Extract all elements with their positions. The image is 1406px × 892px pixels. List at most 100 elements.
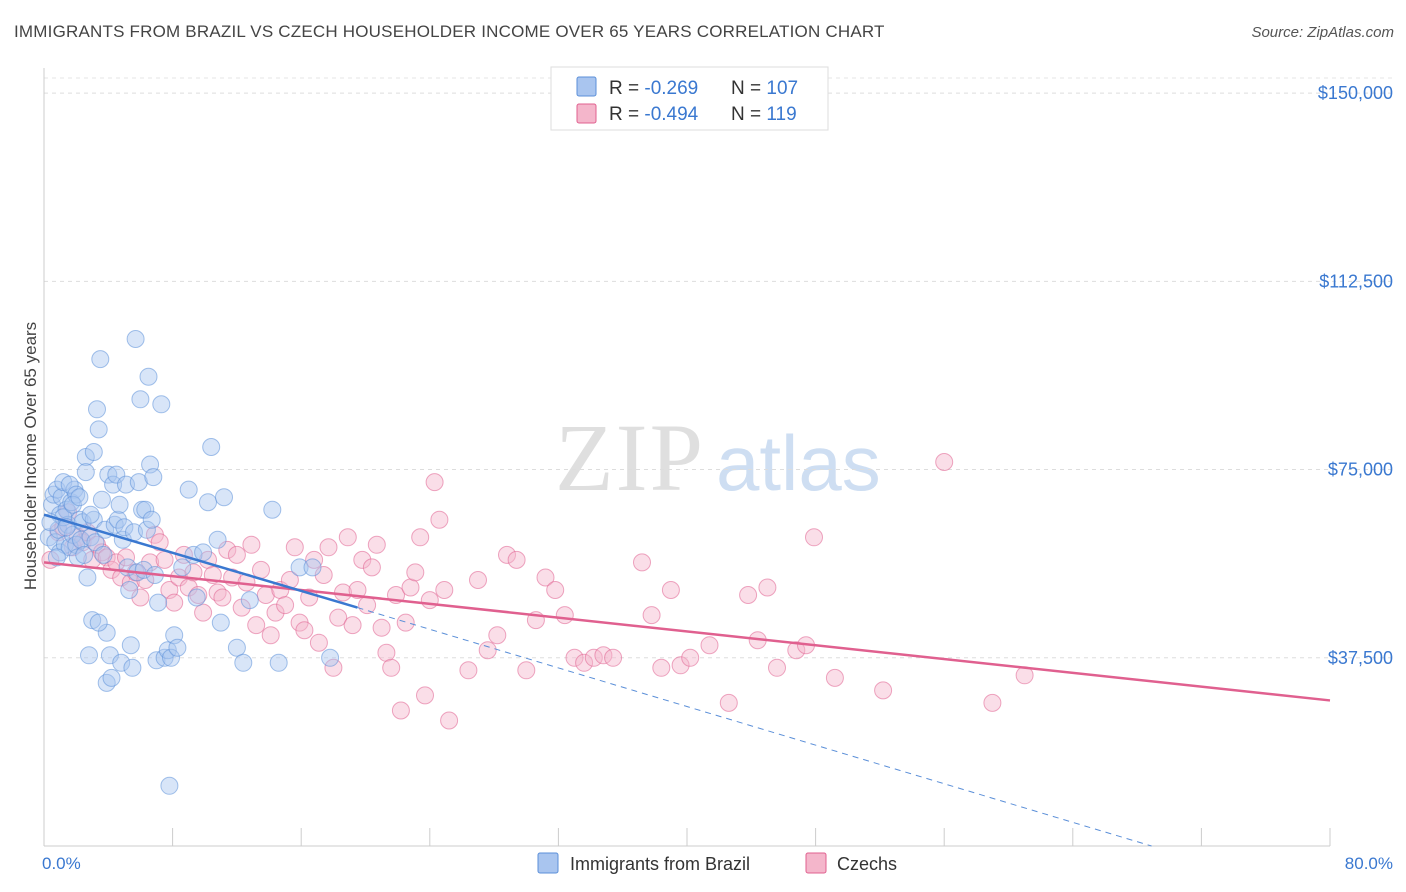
brazil-point — [173, 558, 192, 577]
czechs-point — [261, 626, 280, 645]
brazil-points — [39, 330, 340, 795]
brazil-point — [81, 505, 100, 524]
brazil-point — [136, 500, 155, 519]
brazil-point — [199, 493, 217, 512]
brazil-point — [91, 350, 110, 369]
brazil-point — [107, 465, 126, 484]
brazil-point — [269, 653, 288, 672]
y-tick-label: $150,000 — [1318, 83, 1393, 103]
czechs-point — [420, 591, 439, 610]
brazil-point — [60, 475, 79, 494]
czechs-point — [430, 510, 449, 529]
czechs-point — [435, 581, 454, 599]
brazil-point — [102, 668, 121, 687]
czechs-point — [719, 693, 738, 712]
gridlines — [44, 77, 1393, 659]
czechs-point — [165, 593, 184, 612]
brazil-point — [75, 545, 94, 564]
brazil-point — [63, 495, 82, 514]
czechs-point — [935, 453, 954, 471]
czechs-point — [324, 658, 343, 677]
svg-text:N = 107: N = 107 — [731, 78, 798, 99]
brazil-point — [137, 520, 156, 539]
czechs-point — [285, 538, 304, 557]
brazil-point — [215, 488, 233, 507]
brazil-point — [89, 613, 108, 632]
y-tick-label: $112,500 — [1319, 271, 1393, 291]
czechs-point — [367, 535, 386, 554]
y-tick-label: $75,000 — [1328, 460, 1393, 480]
czechs-point — [131, 588, 150, 607]
czechs-point — [478, 641, 497, 660]
brazil-point — [97, 673, 116, 692]
brazil-point — [179, 480, 198, 499]
brazil-point — [142, 510, 161, 529]
czechs-point — [242, 535, 261, 554]
czechs-point — [498, 545, 516, 564]
brazil-point — [112, 653, 131, 672]
czechs-point — [633, 553, 651, 572]
legend-r-value-czechs: -0.494 — [644, 104, 698, 125]
czechs-point — [208, 583, 227, 602]
legend-r-label-brazil: R = — [609, 78, 644, 99]
czechs-point — [155, 550, 174, 569]
brazil-point — [211, 613, 230, 632]
czechs-point — [440, 711, 459, 730]
czechs-point — [604, 648, 623, 667]
brazil-point — [123, 658, 142, 677]
legend-r-label-czechs: R = — [609, 104, 644, 125]
brazil-point — [67, 485, 86, 504]
y-axis-title: Householder Income Over 65 years — [21, 322, 40, 590]
czechs-point — [739, 586, 758, 604]
svg-text:R = -0.494: R = -0.494 — [609, 104, 699, 125]
czechs-point — [671, 656, 690, 675]
czechs-point — [276, 596, 295, 615]
brazil-point — [78, 568, 97, 587]
czechs-point — [227, 545, 246, 564]
czechs-point — [252, 560, 270, 579]
brazil-point — [227, 638, 246, 657]
brazil-point — [240, 591, 259, 610]
czechs-point — [194, 603, 213, 622]
brazil-point — [149, 593, 168, 612]
watermark-zip: ZIP — [555, 404, 705, 511]
czechs-point — [546, 581, 565, 599]
czechs-point — [348, 581, 367, 599]
legend-r-value-brazil: -0.269 — [644, 78, 698, 99]
brazil-point — [110, 495, 129, 514]
czechs-point — [700, 636, 719, 655]
czechs-point — [805, 528, 823, 547]
czechs-point — [218, 540, 237, 559]
bottom-legend: Immigrants from Brazil Czechs — [537, 852, 897, 874]
czechs-point — [874, 681, 893, 700]
brazil-point — [115, 518, 134, 537]
czechs-point — [213, 588, 232, 607]
czechs-point — [536, 568, 555, 587]
czechs-point — [459, 661, 478, 680]
czechs-point — [825, 668, 844, 687]
czechs-point — [517, 661, 536, 680]
bottom-legend-swatch-brazil — [537, 852, 559, 874]
brazil-point — [89, 420, 108, 439]
czechs-point — [305, 550, 324, 569]
czechs-point — [266, 603, 285, 622]
brazil-point — [120, 581, 139, 599]
y-tick-labels: $37,500 $75,000 $112,500 $150,000 — [1318, 83, 1393, 668]
brazil-point — [84, 443, 103, 461]
watermark-atlas: atlas — [716, 419, 881, 507]
czechs-point — [396, 613, 415, 632]
brazil-point — [144, 468, 163, 487]
czechs-point — [406, 563, 425, 582]
brazil-point — [47, 548, 66, 567]
legend-n-label-brazil: N = — [731, 78, 766, 99]
czechs-point — [983, 693, 1002, 712]
brazil-point — [80, 646, 98, 665]
czechs-point — [372, 618, 391, 637]
czechs-point — [401, 578, 420, 597]
x-ticks — [43, 828, 1331, 846]
legend-swatch-brazil — [576, 76, 597, 97]
legend-n-value-czechs: 119 — [766, 104, 796, 125]
brazil-point — [194, 543, 213, 562]
brazil-point — [303, 558, 322, 577]
brazil-point — [168, 638, 187, 657]
